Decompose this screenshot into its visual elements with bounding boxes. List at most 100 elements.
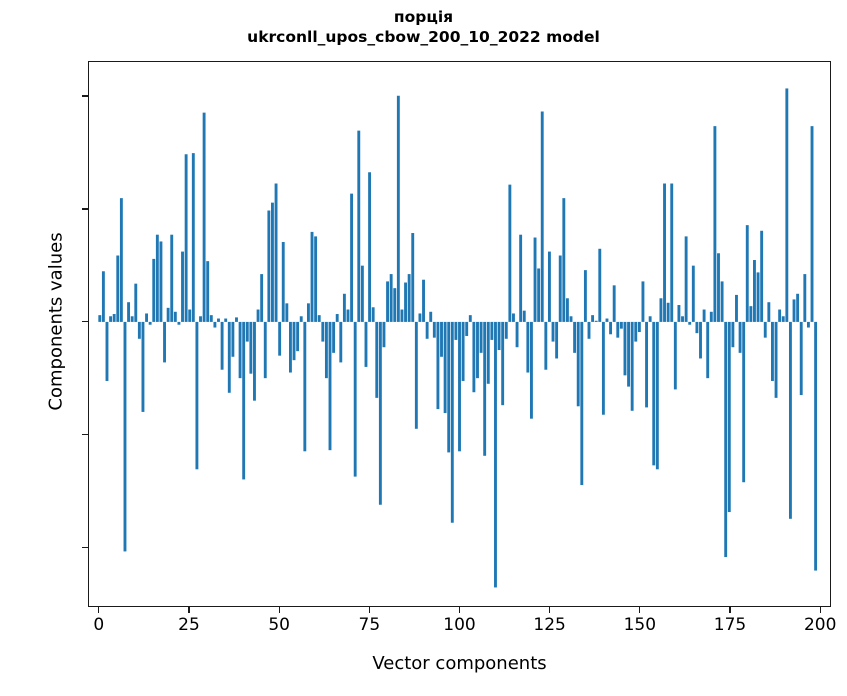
bar	[217, 318, 220, 322]
bar	[335, 314, 339, 322]
bar	[645, 321, 648, 408]
bar	[735, 294, 738, 322]
bar	[803, 274, 807, 322]
bar	[364, 321, 368, 367]
bar	[673, 321, 677, 390]
bar	[447, 321, 451, 453]
bar	[749, 306, 753, 322]
bar	[641, 281, 645, 322]
bar	[601, 321, 605, 415]
bar	[411, 233, 415, 322]
bar	[130, 316, 134, 322]
bar	[810, 126, 814, 322]
bar	[206, 261, 210, 322]
bar	[594, 320, 598, 322]
bar	[235, 317, 238, 322]
x-tick-label: 25	[178, 615, 200, 635]
bar	[425, 321, 429, 339]
bar	[342, 293, 346, 322]
bar	[407, 274, 411, 322]
bar	[799, 321, 803, 396]
bar	[112, 314, 116, 322]
bar	[713, 126, 717, 322]
bar	[612, 285, 616, 322]
bar	[544, 321, 548, 370]
bar	[224, 318, 228, 322]
y-tick-mark	[82, 95, 88, 97]
bar	[303, 321, 307, 452]
bar	[324, 321, 328, 379]
bar	[195, 321, 199, 470]
bar	[432, 321, 436, 338]
bar	[767, 302, 771, 322]
bar	[98, 315, 102, 322]
bar	[177, 321, 181, 325]
bar	[681, 316, 684, 322]
x-tick-label: 200	[803, 615, 837, 635]
y-tick-mark	[82, 434, 88, 436]
bar	[332, 321, 336, 353]
bar	[702, 309, 706, 322]
chart-title-line-1: порція	[393, 8, 454, 26]
bar	[508, 184, 512, 322]
bar	[476, 321, 479, 379]
bar	[688, 321, 692, 325]
bar	[271, 202, 274, 322]
bar	[814, 321, 818, 571]
bar	[806, 321, 810, 328]
bar	[666, 302, 670, 322]
bar	[166, 307, 170, 322]
bar	[188, 309, 192, 322]
bar	[648, 316, 652, 322]
bar	[479, 321, 483, 353]
bar	[472, 321, 476, 393]
bar	[587, 321, 591, 339]
y-tick-mark	[82, 547, 88, 549]
x-tick-mark	[368, 607, 370, 613]
bar	[616, 321, 620, 338]
bar	[202, 112, 206, 322]
x-tick-label: 150	[623, 615, 657, 635]
bar	[709, 311, 713, 322]
bar	[123, 321, 127, 552]
bar	[450, 321, 454, 523]
y-tick-mark	[82, 208, 88, 210]
bar	[220, 321, 224, 370]
bar	[519, 234, 523, 322]
bar	[181, 251, 184, 322]
bar	[569, 316, 573, 322]
bar	[386, 281, 390, 322]
bar	[253, 321, 256, 401]
bar	[724, 321, 728, 558]
bar	[393, 288, 397, 322]
bar	[357, 130, 361, 322]
bar	[238, 321, 242, 379]
x-tick-mark	[98, 607, 100, 613]
bar	[468, 315, 472, 322]
bar	[101, 271, 105, 322]
x-tick-mark	[639, 607, 641, 613]
bar	[249, 321, 253, 374]
x-tick-mark	[278, 607, 280, 613]
bar	[346, 309, 350, 322]
bar	[785, 88, 789, 322]
y-axis-label: Components values	[45, 232, 67, 411]
bar	[414, 321, 418, 429]
bar	[512, 313, 515, 322]
bar	[231, 321, 235, 357]
bar	[465, 321, 469, 336]
bar	[306, 303, 310, 322]
bar	[494, 321, 497, 588]
bar	[522, 310, 526, 322]
bar	[458, 321, 461, 452]
chart-title: порція ukrconll_upos_cbow_200_10_2022 mo…	[0, 8, 847, 48]
bar	[148, 321, 152, 325]
bar	[281, 242, 285, 322]
bar	[580, 321, 584, 486]
bar	[670, 183, 674, 322]
bar	[727, 321, 731, 513]
bar	[267, 210, 271, 322]
bar	[152, 258, 156, 322]
bar	[292, 321, 296, 361]
bar	[738, 321, 742, 353]
